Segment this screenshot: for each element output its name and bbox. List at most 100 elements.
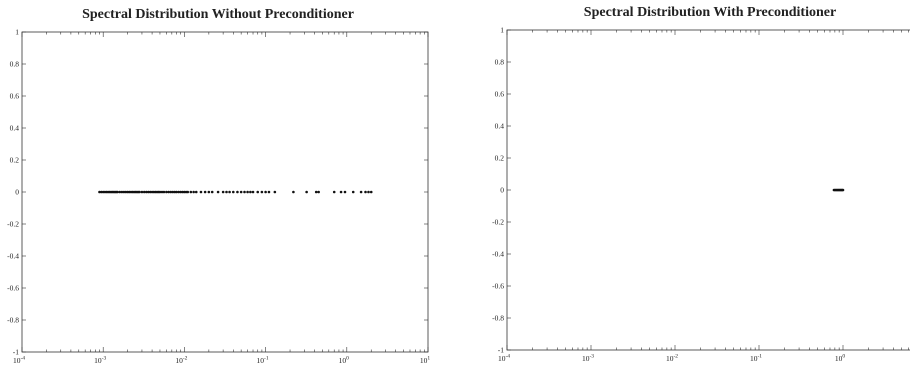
y-tick-label: -0.6 bbox=[7, 284, 19, 293]
eigenvalue-point bbox=[267, 190, 271, 194]
eigenvalue-point bbox=[264, 190, 267, 194]
eigenvalue-point bbox=[251, 190, 255, 194]
eigenvalue-point bbox=[120, 190, 124, 194]
plot-frame bbox=[506, 29, 910, 351]
y-tick-label: -0.2 bbox=[492, 218, 504, 227]
x-tick-label: 10-3 bbox=[94, 356, 106, 366]
eigenvalue-point bbox=[186, 190, 190, 194]
eigenvalue-point bbox=[199, 190, 203, 194]
y-tick-label: 0.4 bbox=[10, 124, 20, 133]
eigenvalue-point bbox=[118, 190, 122, 194]
eigenvalue-point bbox=[116, 190, 119, 194]
x-tick-label: 10-2 bbox=[666, 354, 678, 364]
eigenvalue-point bbox=[147, 190, 150, 194]
eigenvalue-point bbox=[339, 190, 343, 194]
eigenvalue-point bbox=[207, 190, 211, 194]
y-tick-label: -0.8 bbox=[7, 316, 19, 325]
eigenvalue-point bbox=[317, 190, 320, 194]
eigenvalue-point bbox=[192, 190, 195, 194]
x-tick-label: 10-4 bbox=[13, 356, 25, 366]
y-tick-label: 0.8 bbox=[495, 58, 505, 67]
eigenvalue-point bbox=[343, 190, 347, 194]
eigenvalue-point bbox=[364, 190, 367, 194]
eigenvalue-point bbox=[367, 190, 370, 194]
eigenvalue-point bbox=[100, 190, 103, 194]
eigenvalue-point bbox=[216, 190, 220, 194]
y-tick-label: -0.4 bbox=[7, 252, 19, 261]
eigenvalue-point bbox=[359, 190, 363, 194]
y-tick-label: -1 bbox=[498, 346, 504, 355]
eigenvalue-point bbox=[179, 190, 182, 194]
eigenvalue-point bbox=[369, 190, 373, 194]
eigenvalue-point bbox=[122, 190, 126, 194]
eigenvalue-point bbox=[236, 190, 239, 194]
eigenvalue-point bbox=[148, 190, 152, 194]
eigenvalue-point bbox=[292, 190, 295, 194]
eigenvalue-point bbox=[165, 190, 168, 194]
y-tick-label: 0.2 bbox=[495, 154, 505, 163]
x-tick-label: 10-1 bbox=[257, 356, 269, 366]
eigenvalue-point bbox=[145, 190, 148, 194]
x-tick-label: 10-4 bbox=[498, 354, 510, 364]
y-tick-label: -0.8 bbox=[492, 314, 504, 323]
chart-title: Spectral Distribution Without Preconditi… bbox=[82, 7, 354, 22]
eigenvalue-points bbox=[832, 188, 845, 192]
eigenvalue-point bbox=[194, 190, 198, 194]
eigenvalue-point bbox=[160, 190, 164, 194]
eigenvalue-point bbox=[203, 190, 207, 194]
eigenvalue-point bbox=[169, 190, 173, 194]
y-tick-label: 0.6 bbox=[10, 92, 20, 101]
y-tick-label: 1 bbox=[500, 26, 504, 35]
eigenvalue-point bbox=[249, 190, 252, 194]
y-tick-label: 0.8 bbox=[10, 60, 20, 69]
eigenvalue-point bbox=[177, 190, 180, 194]
y-axis: 1 0.8 0.6 0.4 0.2 0 -0.2 -0.4 -0.6 -0.8 -1 bbox=[492, 26, 511, 355]
eigenvalue-point bbox=[158, 190, 162, 194]
plot-frame bbox=[21, 31, 429, 353]
eigenvalue-point bbox=[98, 190, 101, 194]
eigenvalue-point bbox=[189, 190, 193, 194]
eigenvalue-point bbox=[228, 190, 231, 194]
y-tick-label: 0.2 bbox=[10, 156, 20, 165]
eigenvalue-point bbox=[140, 190, 144, 194]
y-tick-label: 0 bbox=[15, 188, 19, 197]
eigenvalue-point bbox=[273, 190, 277, 194]
eigenvalue-point bbox=[243, 190, 246, 194]
eigenvalue-point bbox=[138, 190, 141, 194]
y-tick-label: -1 bbox=[13, 348, 19, 357]
eigenvalue-point bbox=[142, 190, 146, 194]
eigenvalue-point bbox=[246, 190, 249, 194]
x-tick-label: 100 bbox=[339, 356, 350, 366]
eigenvalue-point bbox=[181, 190, 184, 194]
y-tick-label: -0.4 bbox=[492, 250, 504, 259]
y-axis: 1 0.8 0.6 0.4 0.2 0 -0.2 -0.4 -0.6 -0.8 -1 bbox=[7, 28, 428, 357]
eigenvalue-point bbox=[256, 190, 260, 194]
chart-without-preconditioner: Spectral Distribution Without Preconditi… bbox=[7, 7, 430, 365]
eigenvalue-point bbox=[175, 190, 178, 194]
y-tick-label: 1 bbox=[15, 28, 19, 37]
x-tick-label: 10-3 bbox=[582, 354, 594, 364]
x-tick-label: 101 bbox=[420, 356, 431, 366]
eigenvalue-point bbox=[260, 190, 264, 194]
y-tick-label: 0.6 bbox=[495, 90, 505, 99]
eigenvalue-point bbox=[225, 190, 228, 194]
eigenvalue-point bbox=[351, 190, 355, 194]
eigenvalue-point bbox=[124, 190, 128, 194]
eigenvalue-point bbox=[841, 188, 845, 192]
eigenvalue-point bbox=[171, 190, 175, 194]
x-tick-label: 10-2 bbox=[175, 356, 187, 366]
eigenvalue-point bbox=[210, 190, 214, 194]
eigenvalue-point bbox=[162, 190, 166, 194]
x-tick-label: 10-1 bbox=[750, 354, 762, 364]
eigenvalue-point bbox=[173, 190, 177, 194]
y-tick-label: 0.4 bbox=[495, 122, 505, 131]
eigenvalue-point bbox=[231, 190, 235, 194]
eigenvalue-point bbox=[221, 190, 225, 194]
eigenvalue-point bbox=[305, 190, 308, 194]
x-axis: 10-4 10-3 10-2 10-1 100 101 bbox=[13, 32, 430, 365]
chart-with-preconditioner: Spectral Distribution With Preconditione… bbox=[492, 5, 910, 363]
chart-title: Spectral Distribution With Preconditione… bbox=[584, 5, 836, 20]
eigenvalue-point bbox=[314, 190, 318, 194]
